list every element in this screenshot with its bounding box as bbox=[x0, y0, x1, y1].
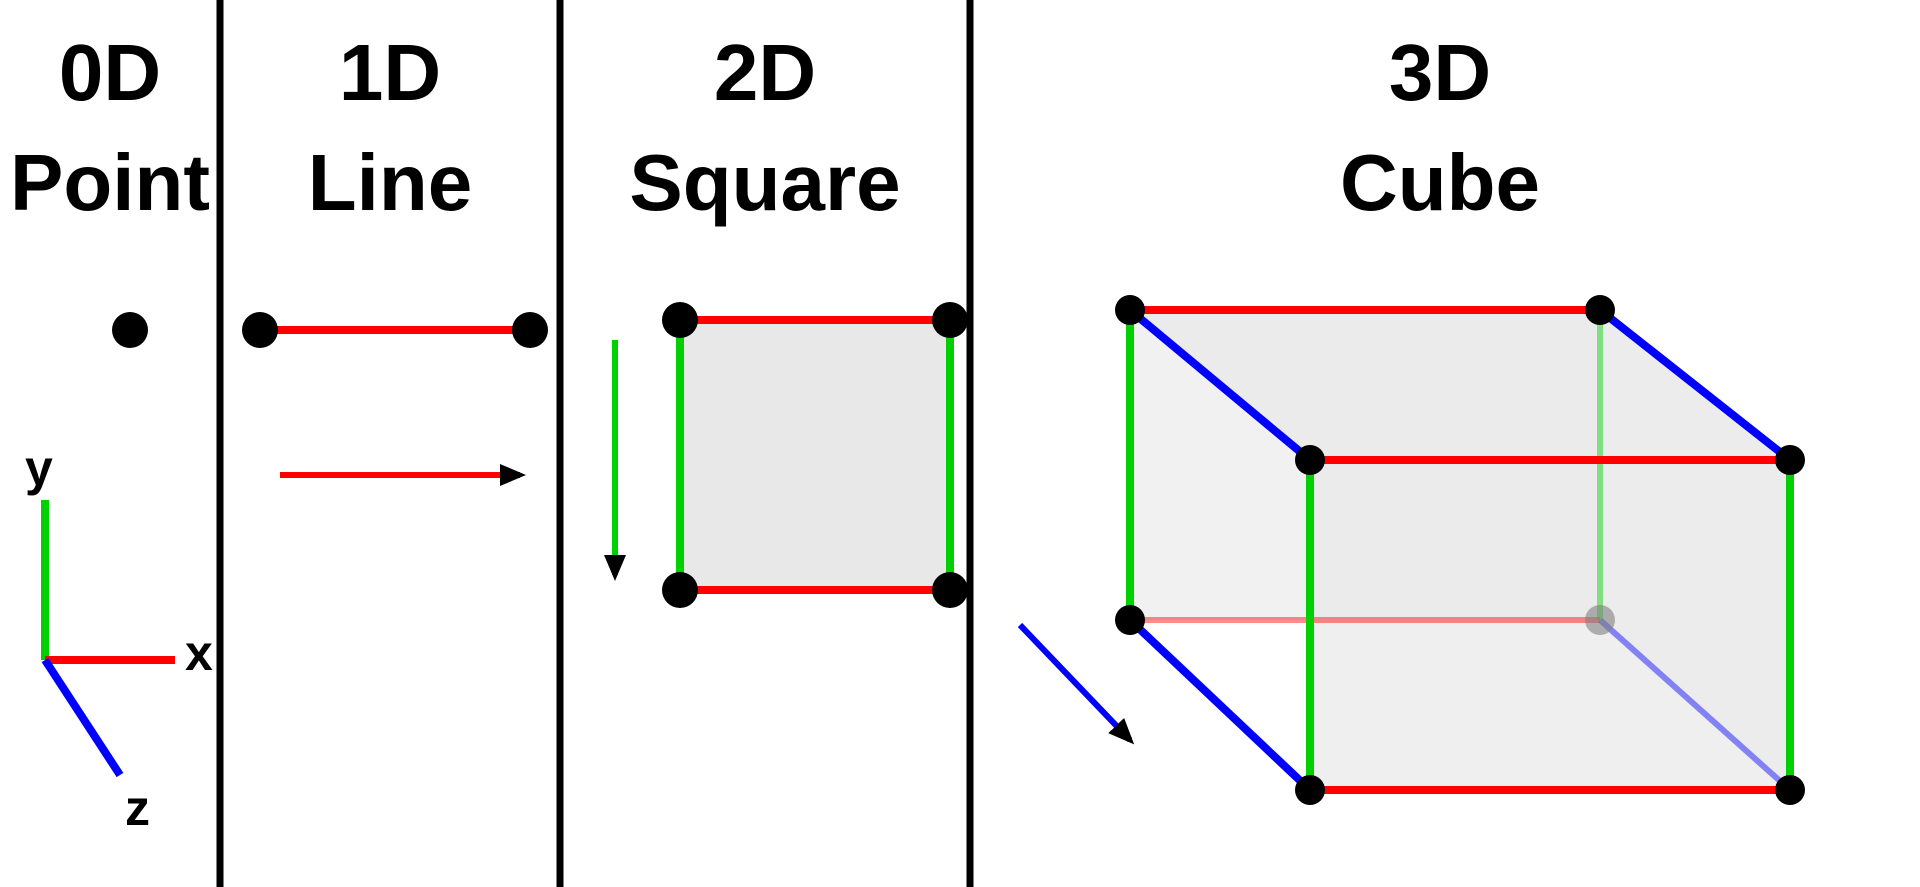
panel1-title2: Line bbox=[308, 138, 472, 227]
panel0-title1: 0D bbox=[59, 28, 161, 117]
panel1-title1: 1D bbox=[339, 28, 441, 117]
axis-z bbox=[45, 660, 120, 775]
square-vertex-1 bbox=[932, 302, 968, 338]
dimensions-diagram: 0D Point x y z 1D Line 2D Square 3D Cube bbox=[0, 0, 1920, 887]
cube-vertex-front_bl bbox=[1295, 775, 1325, 805]
square-vertex-3 bbox=[932, 572, 968, 608]
square-vertex-2 bbox=[662, 572, 698, 608]
arrow-z-direction bbox=[1020, 625, 1130, 740]
line-vertex-left bbox=[242, 312, 278, 348]
cube-vertex-front_tr bbox=[1775, 445, 1805, 475]
cube-vertex-back_bl bbox=[1115, 605, 1145, 635]
panel3-title2: Cube bbox=[1340, 138, 1540, 227]
panel2-title1: 2D bbox=[714, 28, 816, 117]
point-0d bbox=[112, 312, 148, 348]
axis-z-label: z bbox=[125, 780, 150, 836]
line-vertex-right bbox=[512, 312, 548, 348]
axis-y-label: y bbox=[25, 440, 53, 496]
panel0-title2: Point bbox=[10, 138, 210, 227]
cube-vertex-front_tl bbox=[1295, 445, 1325, 475]
panel3-title1: 3D bbox=[1389, 28, 1491, 117]
axis-x-label: x bbox=[185, 625, 213, 681]
panel2-title2: Square bbox=[629, 138, 900, 227]
cube-edge-z-bl bbox=[1130, 620, 1310, 790]
square-face bbox=[680, 320, 950, 590]
cube-vertex-back_br bbox=[1585, 605, 1615, 635]
cube-vertex-back_tr bbox=[1585, 295, 1615, 325]
cube-vertex-back_tl bbox=[1115, 295, 1145, 325]
cube-face-front bbox=[1310, 460, 1790, 790]
square-vertex-0 bbox=[662, 302, 698, 338]
cube-vertex-front_br bbox=[1775, 775, 1805, 805]
